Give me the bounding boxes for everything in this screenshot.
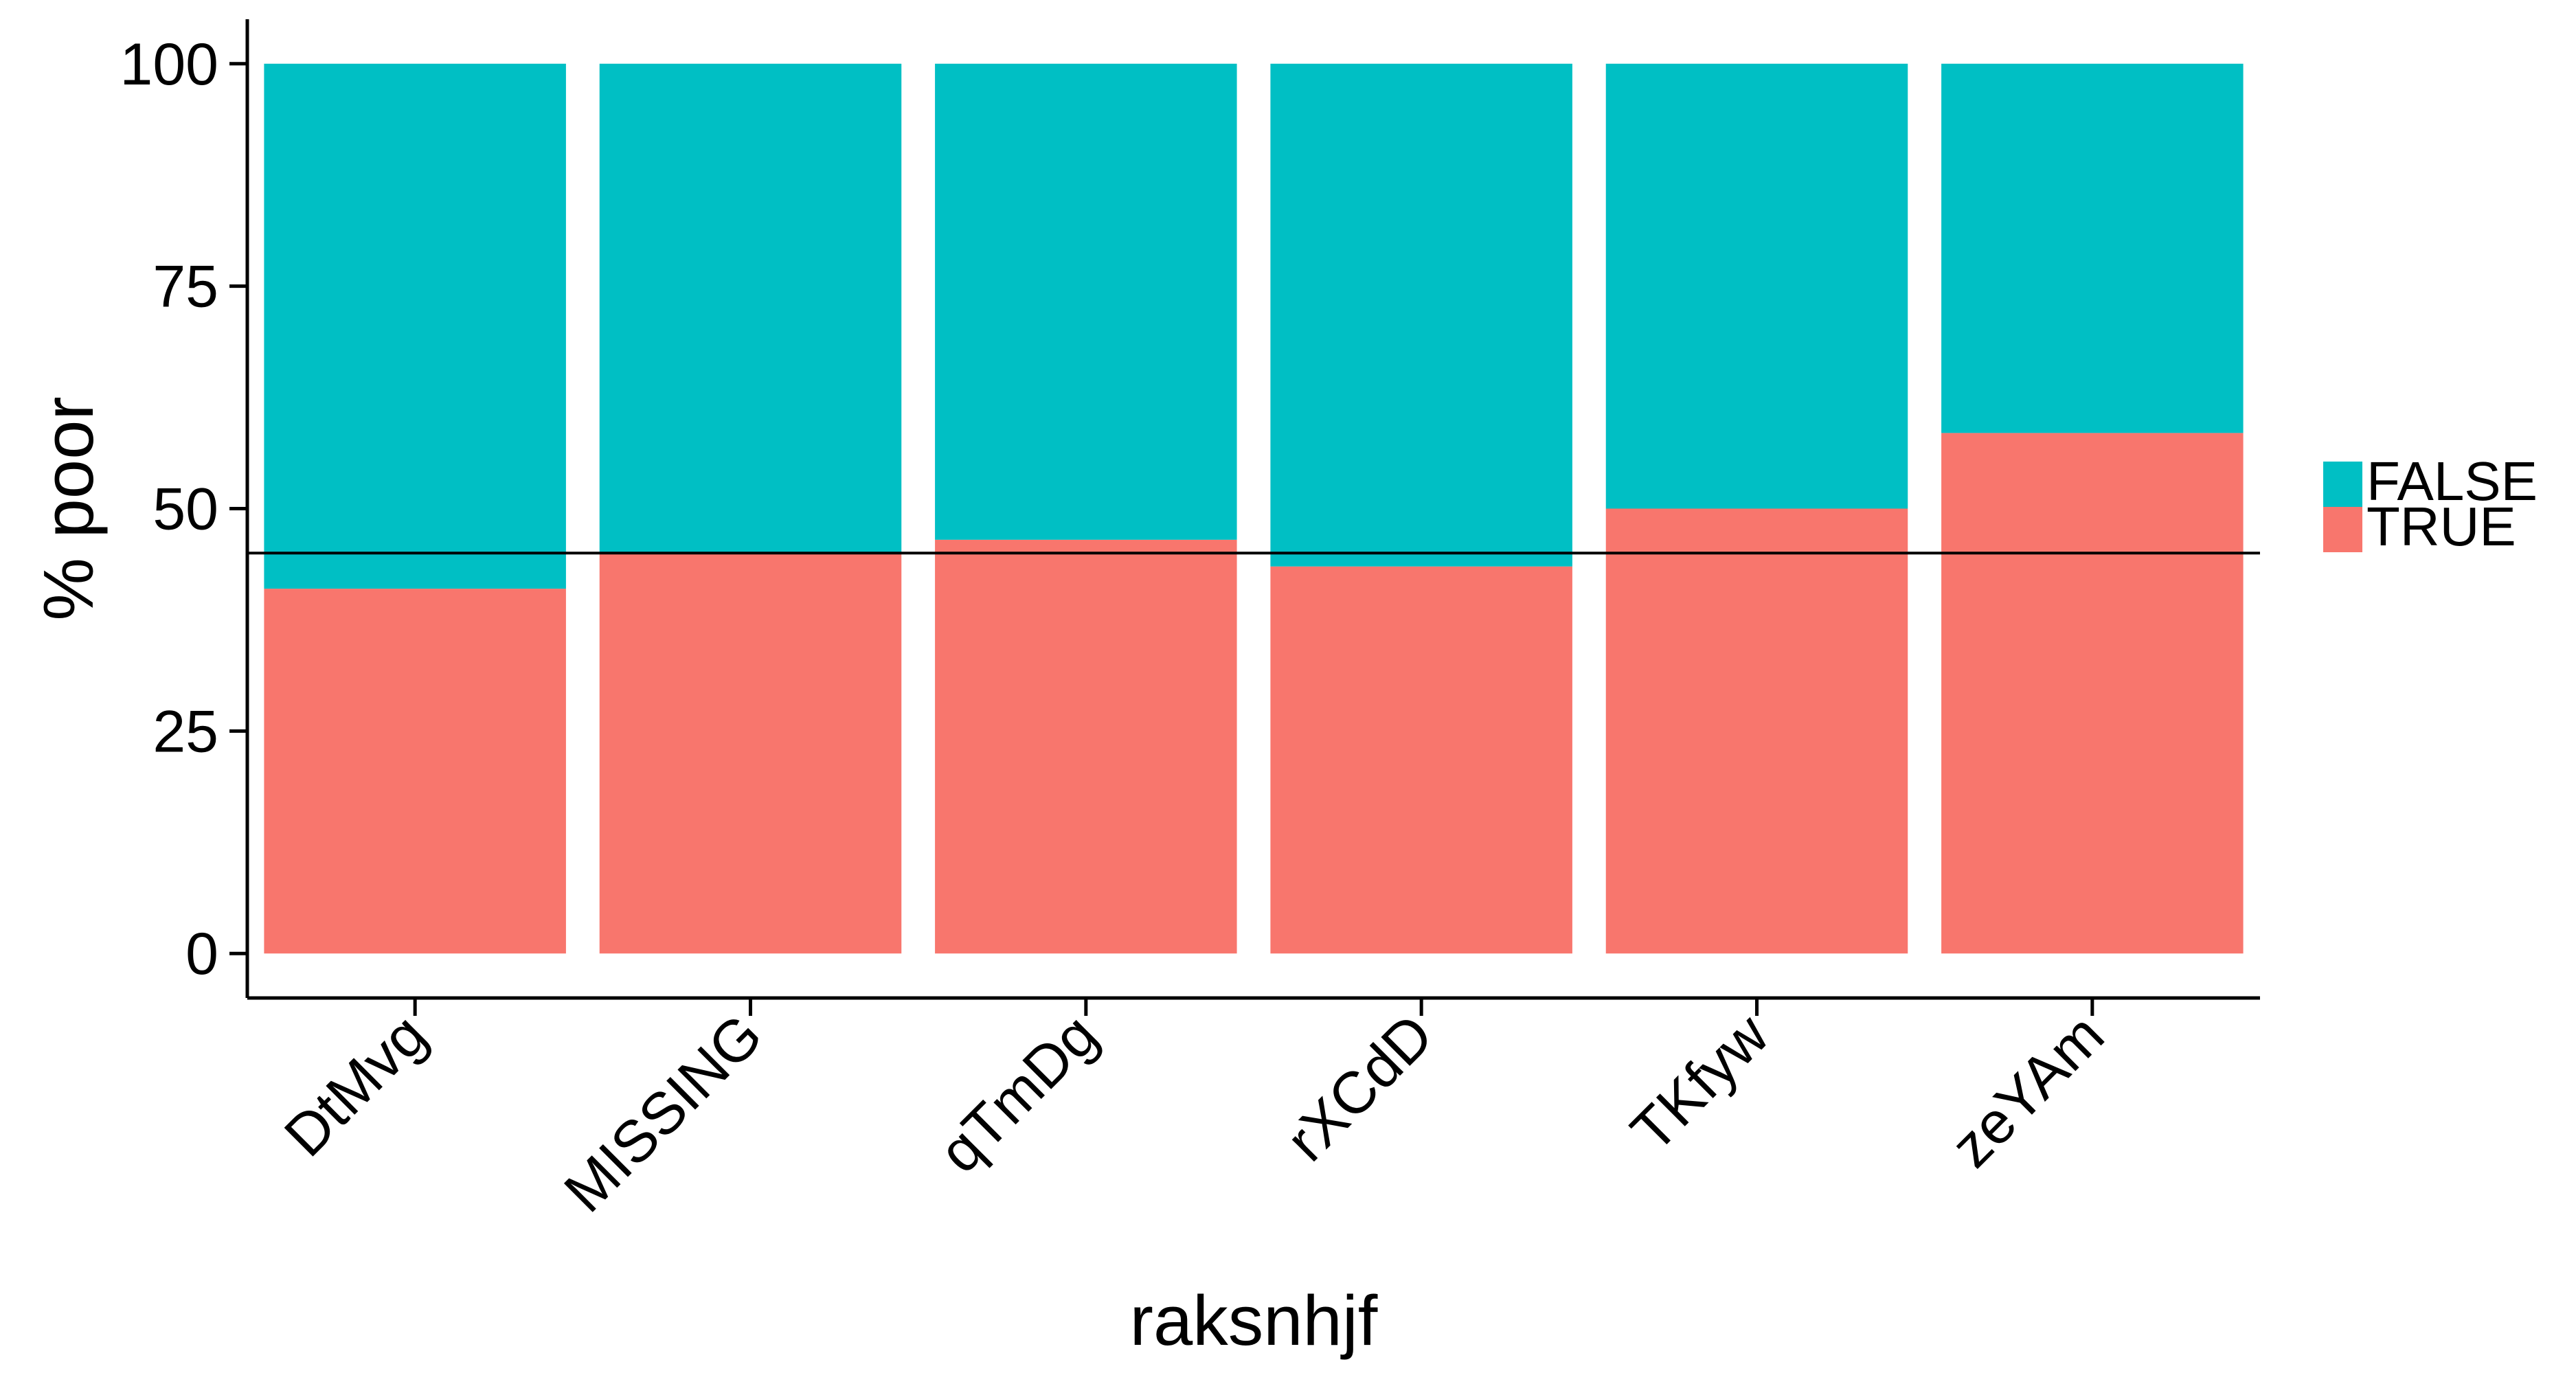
x-tick-label: TKfyw [1618, 1001, 1781, 1164]
y-tick-label: 0 [185, 921, 218, 987]
x-tick-label: zeYAm [1939, 1002, 2116, 1180]
y-tick-label: 50 [152, 477, 218, 543]
bars-layer [264, 63, 2244, 954]
y-tick-label: 25 [152, 699, 218, 764]
x-ticks: DtMvg MISSING qTmDg rXCdD TKfyw zeYAm [272, 998, 2116, 1225]
legend-swatch-true [2323, 507, 2362, 552]
bar-true-rxcdd [1270, 566, 1572, 954]
bar-false-tkfyw [1605, 63, 1908, 509]
bar-false-rxcdd [1270, 63, 1572, 567]
legend-label-false: FALSE [2366, 451, 2538, 512]
x-axis-title: raksnhjf [1130, 1281, 1378, 1360]
bar-false-dtmvg [264, 63, 566, 589]
bar-false-qtmdg [935, 63, 1237, 540]
x-tick-label: MISSING [552, 1002, 775, 1225]
bar-false-zeyam [1941, 63, 2244, 433]
bar-true-missing [599, 553, 902, 954]
y-axis-title: % poor [29, 396, 108, 620]
y-tick-label: 75 [152, 254, 218, 320]
bar-true-dtmvg [264, 589, 566, 954]
bar-true-qtmdg [935, 539, 1237, 954]
y-ticks: 0 25 50 75 100 [120, 32, 247, 987]
y-tick-label: 100 [120, 32, 219, 98]
bar-false-missing [599, 63, 902, 554]
legend-label-true: TRUE [2366, 496, 2516, 557]
x-tick-label: qTmDg [927, 1002, 1110, 1185]
x-tick-label: rXCdD [1274, 1002, 1445, 1174]
x-tick-label: DtMvg [272, 1002, 440, 1170]
bar-true-tkfyw [1605, 508, 1908, 954]
bar-true-zeyam [1941, 433, 2244, 954]
legend-swatch-false [2323, 462, 2362, 507]
